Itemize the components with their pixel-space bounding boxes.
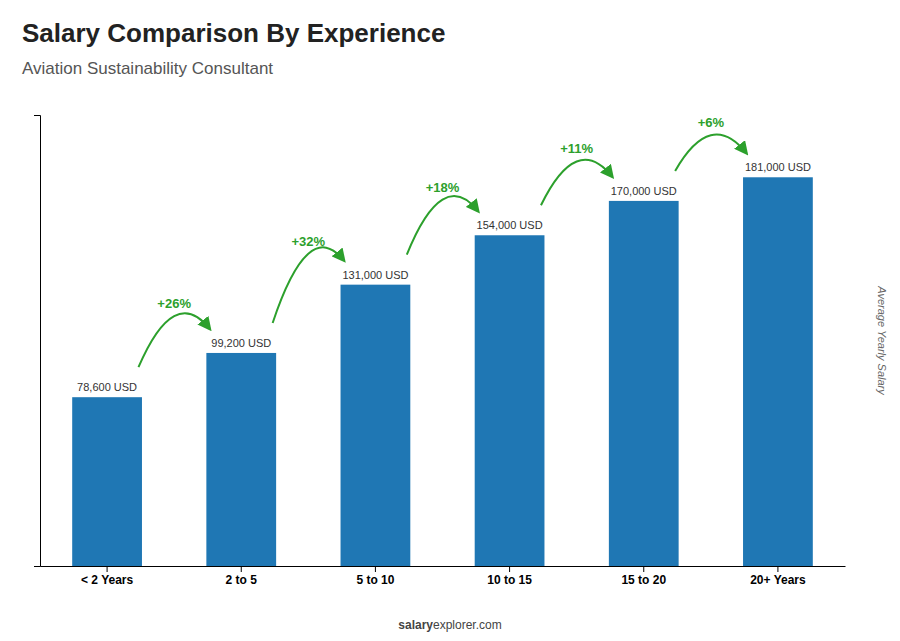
change-arrow bbox=[407, 196, 478, 255]
title: Salary Comparison By Experience bbox=[22, 18, 445, 48]
x-tick: < 2 Years bbox=[81, 566, 133, 587]
change-annotations: +26% +32% +18% +11% +6% bbox=[138, 115, 746, 367]
bar bbox=[475, 235, 545, 566]
bars bbox=[72, 177, 813, 566]
data-labels: 78,600 USD 99,200 USD 131,000 USD 154,000 U… bbox=[77, 161, 811, 393]
bar bbox=[743, 177, 813, 566]
change-arrow bbox=[273, 247, 344, 323]
footer-part: explorer.com bbox=[433, 618, 502, 632]
y-axis bbox=[34, 116, 41, 567]
change-arrow bbox=[541, 160, 612, 205]
x-tick-label: 20+ Years bbox=[750, 573, 806, 587]
data-label: 99,200 USD bbox=[211, 337, 271, 349]
data-label: 78,600 USD bbox=[77, 381, 137, 393]
change-arrow bbox=[138, 313, 209, 367]
change-label: +26% bbox=[157, 296, 191, 311]
x-tick-label: < 2 Years bbox=[81, 573, 133, 587]
y-axis-title: Average Yearly Salary bbox=[876, 285, 888, 396]
x-tick-label: 10 to 15 bbox=[487, 573, 532, 587]
x-tick-label: 15 to 20 bbox=[621, 573, 666, 587]
data-label: 170,000 USD bbox=[611, 185, 677, 197]
x-tick: 2 to 5 bbox=[226, 566, 258, 587]
bar bbox=[206, 353, 276, 566]
x-axis: < 2 Years 2 to 5 5 to 10 10 to 15 15 to 20 20… bbox=[41, 566, 846, 587]
x-tick-mark bbox=[375, 566, 376, 572]
x-tick-label: 5 to 10 bbox=[356, 573, 394, 587]
change-label: +32% bbox=[292, 234, 326, 249]
bar bbox=[72, 397, 142, 566]
change-label: +11% bbox=[560, 141, 593, 156]
x-tick-mark bbox=[643, 566, 644, 572]
x-tick: 10 to 15 bbox=[487, 566, 532, 587]
footer-part: salary bbox=[398, 618, 433, 632]
x-tick-mark bbox=[509, 566, 510, 572]
plot-area: < 2 Years 2 to 5 5 to 10 10 to 15 15 to 20 20… bbox=[34, 115, 846, 586]
x-tick-mark bbox=[777, 566, 778, 572]
x-tick-mark bbox=[107, 566, 108, 572]
bar bbox=[341, 285, 411, 566]
footer: salaryexplorer.com bbox=[398, 618, 501, 632]
x-tick-mark bbox=[241, 566, 242, 572]
data-label: 154,000 USD bbox=[477, 219, 543, 231]
data-label: 131,000 USD bbox=[342, 269, 408, 281]
x-tick: 5 to 10 bbox=[356, 566, 394, 587]
x-tick: 15 to 20 bbox=[621, 566, 666, 587]
x-tick: 20+ Years bbox=[750, 566, 806, 587]
y-axis-line bbox=[34, 116, 41, 567]
change-label: +6% bbox=[698, 115, 725, 130]
x-tick-label: 2 to 5 bbox=[226, 573, 258, 587]
change-label: +18% bbox=[426, 180, 460, 195]
subtitle: Aviation Sustainability Consultant bbox=[22, 59, 273, 78]
chart-svg: Salary Comparison By Experience Aviation … bbox=[0, 0, 900, 641]
data-label: 181,000 USD bbox=[745, 161, 811, 173]
x-axis-line bbox=[41, 566, 846, 567]
bar bbox=[609, 201, 679, 566]
change-arrow bbox=[675, 134, 746, 170]
